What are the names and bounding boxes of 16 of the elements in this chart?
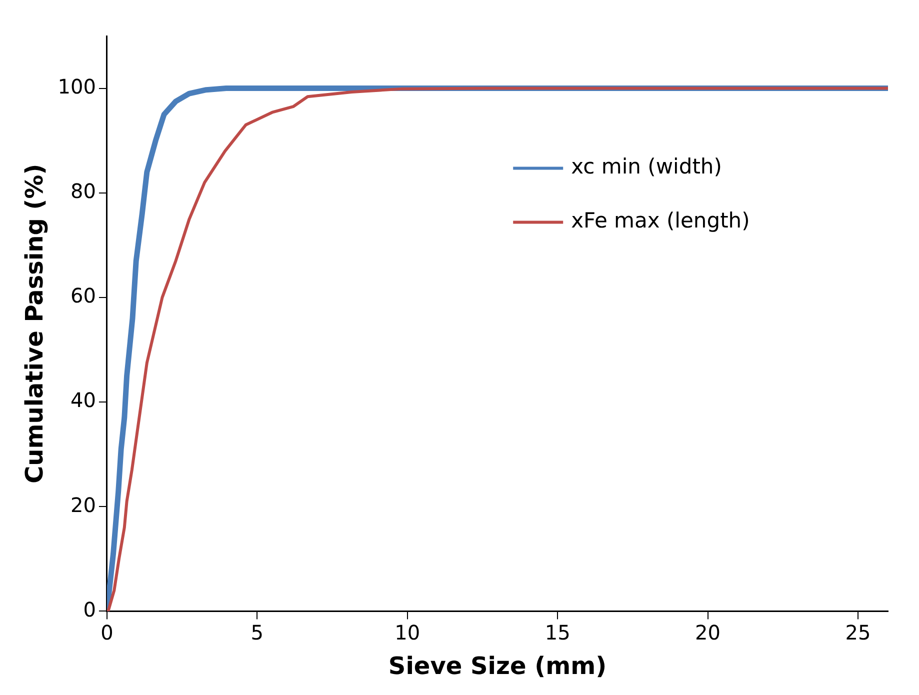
y-tick-label: 80 [70, 179, 96, 204]
x-tick-label: 0 [100, 620, 114, 644]
legend-label: xc min (width) [571, 154, 722, 179]
x-tick-label: 15 [544, 620, 570, 644]
x-tick-label: 20 [695, 620, 720, 644]
y-axis-title: Cumulative Passing (%) [20, 164, 49, 484]
x-tick-label: 10 [394, 620, 420, 644]
legend-label: xFe max (length) [571, 208, 750, 233]
x-tick-label: 5 [250, 620, 264, 644]
y-tick-label: 20 [70, 492, 96, 517]
x-tick-label: 25 [845, 620, 871, 644]
y-tick-label: 0 [83, 597, 96, 622]
y-tick-label: 100 [58, 74, 96, 98]
x-axis-title: Sieve Size (mm) [388, 652, 607, 680]
y-tick-label: 60 [70, 284, 96, 308]
y-tick-label: 40 [70, 388, 96, 412]
